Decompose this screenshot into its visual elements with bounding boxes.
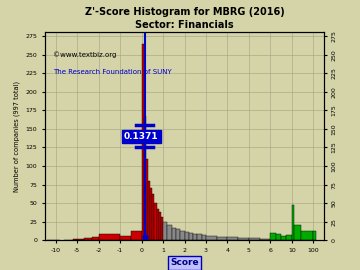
Bar bbox=[217, 237, 228, 240]
Bar bbox=[202, 235, 206, 240]
Bar bbox=[167, 225, 172, 240]
Bar bbox=[91, 237, 99, 240]
Bar bbox=[206, 236, 217, 240]
Text: ©www.textbiz.org: ©www.textbiz.org bbox=[53, 52, 117, 58]
Bar bbox=[172, 228, 176, 240]
Bar bbox=[150, 188, 152, 240]
Bar bbox=[281, 236, 287, 240]
X-axis label: Score: Score bbox=[170, 258, 199, 268]
Bar bbox=[193, 234, 197, 240]
Bar bbox=[260, 239, 270, 240]
Bar bbox=[287, 235, 292, 240]
Bar bbox=[238, 238, 249, 240]
Bar bbox=[152, 194, 154, 240]
Bar bbox=[131, 231, 141, 240]
Y-axis label: Number of companies (997 total): Number of companies (997 total) bbox=[13, 81, 20, 192]
Bar bbox=[197, 234, 202, 240]
Bar bbox=[99, 234, 120, 240]
Bar bbox=[185, 232, 189, 240]
Title: Z'-Score Histogram for MBRG (2016)
Sector: Financials: Z'-Score Histogram for MBRG (2016) Secto… bbox=[85, 7, 284, 30]
Bar bbox=[270, 233, 276, 240]
Bar bbox=[120, 236, 131, 240]
Bar bbox=[159, 212, 161, 240]
Bar bbox=[69, 239, 73, 240]
Bar bbox=[47, 239, 51, 240]
Bar bbox=[154, 203, 157, 240]
Bar bbox=[144, 116, 146, 240]
Bar bbox=[249, 238, 260, 240]
Bar bbox=[163, 222, 167, 240]
Text: 0.1371: 0.1371 bbox=[124, 132, 159, 141]
Text: The Research Foundation of SUNY: The Research Foundation of SUNY bbox=[53, 69, 172, 75]
Bar bbox=[189, 233, 193, 240]
Bar bbox=[276, 234, 281, 240]
Bar bbox=[141, 43, 144, 240]
Bar bbox=[51, 239, 56, 240]
Bar bbox=[84, 238, 91, 240]
Bar bbox=[73, 239, 77, 240]
Bar bbox=[180, 231, 185, 240]
Bar bbox=[161, 217, 163, 240]
Bar bbox=[313, 231, 316, 240]
Bar bbox=[56, 239, 60, 240]
Bar bbox=[294, 225, 301, 240]
Bar bbox=[228, 237, 238, 240]
Bar bbox=[64, 239, 69, 240]
Bar bbox=[301, 231, 313, 240]
Bar bbox=[292, 205, 294, 240]
Bar bbox=[148, 181, 150, 240]
Bar bbox=[77, 239, 84, 240]
Bar bbox=[146, 158, 148, 240]
Bar bbox=[176, 229, 180, 240]
Bar bbox=[157, 209, 159, 240]
